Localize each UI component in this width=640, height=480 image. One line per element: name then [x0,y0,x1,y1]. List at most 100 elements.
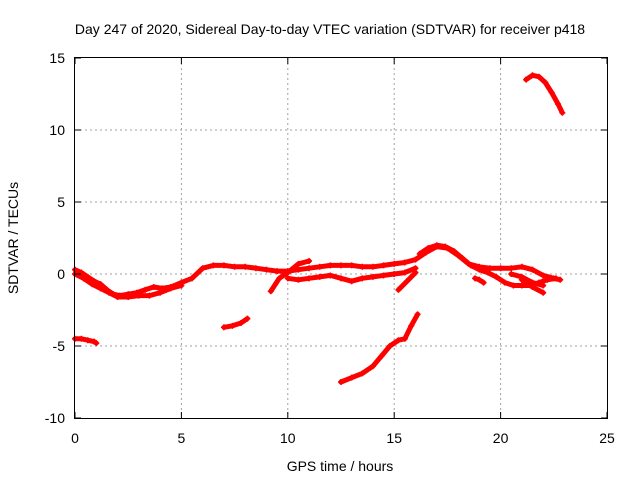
data-point [267,288,274,295]
data-point [150,283,157,290]
data-point [263,266,270,273]
data-point [369,263,376,270]
data-point [555,101,562,108]
data-point [199,265,206,272]
data-point [433,242,440,249]
data-point [244,315,251,322]
data-point [540,289,547,296]
data-point [395,337,402,344]
x-axis-label: GPS time / hours [287,458,394,474]
data-point [348,374,355,381]
data-point [408,322,415,329]
data-point [508,265,515,272]
x-tick-label: 25 [599,430,615,446]
grid [75,58,607,418]
data-point [274,268,281,275]
data-point [338,275,344,282]
data-point [125,294,132,301]
data-point [486,265,493,272]
data-point [510,282,517,289]
data-point [295,266,302,273]
data-point [359,275,366,282]
data-point [295,276,302,283]
data-point [476,266,483,273]
data-point [316,263,323,270]
data-point [459,255,466,262]
data-point [401,269,408,276]
x-tick-label: 20 [493,430,509,446]
data-point [157,289,164,296]
data-point [380,272,387,279]
data-point [425,245,432,252]
data-point [518,282,525,289]
data-point [414,311,421,318]
data-point [93,340,100,347]
series-arc-4 [417,242,559,288]
data-point [220,324,227,331]
data-point [529,266,536,273]
data-point [540,282,547,289]
data-point [476,276,483,283]
data-series [72,72,566,385]
y-tick-label: 0 [57,266,65,282]
data-point [106,289,113,296]
data-point [378,353,385,360]
data-point [497,265,504,272]
axis-ticks: 0 5 10 15 20 25 -10 -5 0 5 10 15 [45,50,615,446]
data-point [552,275,559,282]
data-point [327,272,334,279]
data-point [501,279,508,286]
data-point [78,335,85,342]
data-point [395,286,402,293]
data-point [544,276,551,283]
data-point [369,273,376,280]
data-point [295,260,302,267]
series-arc-12 [338,311,421,385]
data-point [284,275,291,282]
data-point [284,269,291,276]
data-point [338,379,344,385]
data-point [167,285,174,292]
data-point [380,262,387,269]
data-point [535,73,542,80]
data-point [403,278,410,285]
data-point [412,256,419,263]
x-tick-label: 5 [178,430,186,446]
plot-frame [74,57,608,419]
data-point [518,263,525,270]
data-point [540,272,547,279]
data-point [508,271,515,277]
data-point [416,250,423,257]
data-point [412,269,419,276]
data-point [391,271,398,277]
data-point [306,275,313,282]
data-point [386,343,393,349]
data-point [146,292,153,299]
data-point [276,275,283,282]
data-point [442,243,449,250]
data-point [401,259,408,266]
data-point [548,89,555,96]
data-point [518,276,525,283]
data-point [493,273,500,280]
data-point [401,335,408,342]
data-point [242,263,249,270]
x-tick-label: 15 [386,430,402,446]
data-point [450,247,457,254]
data-point [348,262,355,269]
data-point [178,282,185,289]
data-point [89,281,96,288]
data-point [114,294,121,301]
data-point [237,319,244,326]
y-tick-label: 10 [49,122,65,138]
data-point [391,260,398,267]
series-arc-11 [221,316,250,330]
data-point [231,263,238,270]
data-point [142,286,149,293]
data-point [84,337,91,344]
data-point [316,273,323,280]
x-tick-label: 0 [71,430,79,446]
data-point [480,279,487,286]
data-point [97,285,104,292]
